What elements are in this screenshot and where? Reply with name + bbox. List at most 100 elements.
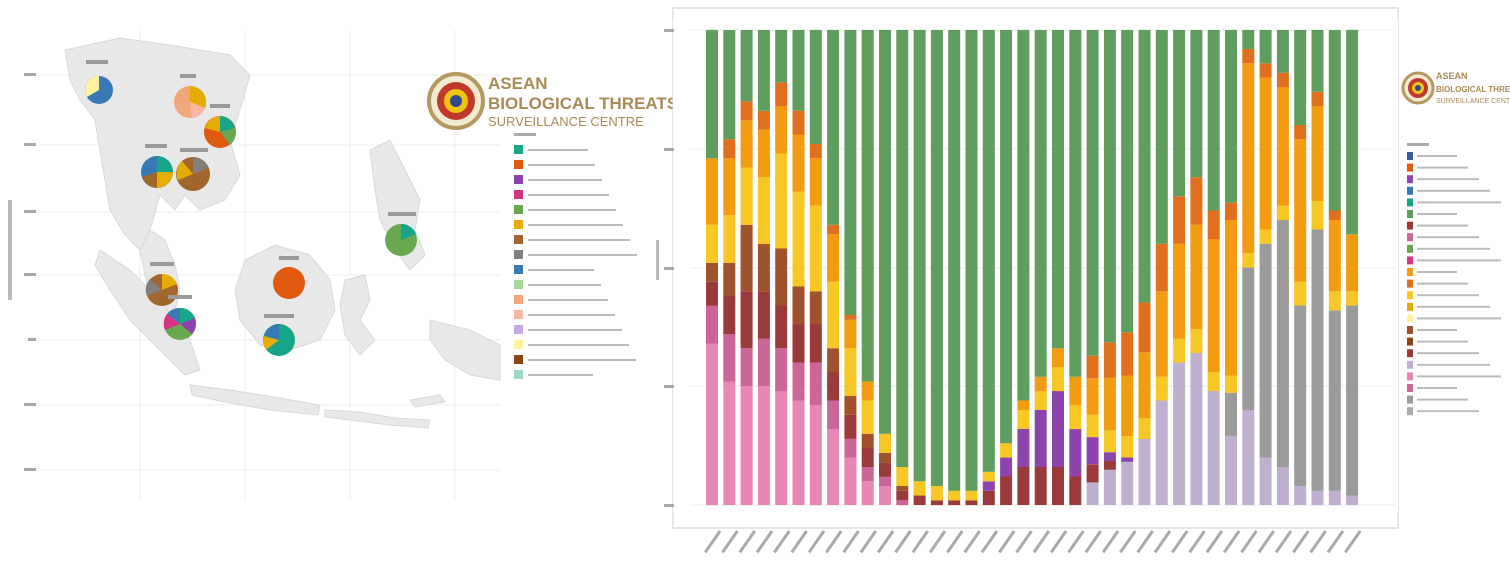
bar-segment-1-10 (723, 30, 736, 140)
bar-segment-28-7 (1190, 329, 1203, 354)
bar-segment-21-7 (1069, 405, 1082, 430)
bar-segment-27-2 (1173, 362, 1186, 505)
x-tick-label-9 (859, 530, 878, 554)
bar-segment-12-4 (913, 495, 926, 505)
bar-segment-35-9 (1311, 91, 1324, 107)
label-thailand (145, 144, 167, 148)
bar-segment-11-10 (896, 30, 909, 467)
label-myanmar (86, 60, 108, 64)
bar-segment-23-10 (1103, 30, 1116, 343)
bar-legend-label-15 (1417, 329, 1457, 331)
bar-segment-19-5 (1034, 410, 1047, 467)
x-tick-label-14 (946, 530, 964, 554)
bar-legend-swatch-12 (1407, 291, 1413, 300)
bar-segment-1-0 (723, 381, 736, 505)
bar-segment-4-10 (775, 30, 788, 83)
bar-segment-0-1 (706, 305, 718, 344)
bar-segment-5-4 (792, 324, 805, 363)
bar-segment-3-10 (757, 30, 770, 111)
bar-segment-23-4 (1103, 461, 1116, 470)
bar-legend-label-3 (1417, 189, 1490, 192)
map-legend-label-11 (528, 314, 615, 316)
map-legend-swatch-9 (514, 280, 523, 289)
bar-segment-32-3 (1259, 243, 1272, 458)
bar-segment-4-0 (775, 391, 788, 505)
bar-segment-10-7 (879, 433, 891, 453)
map-legend-title (514, 133, 536, 136)
bar-segment-11-1 (896, 500, 909, 506)
bar-segment-26-7 (1155, 376, 1168, 401)
x-tick-label-13 (928, 530, 947, 554)
map-legend-swatch-12 (514, 325, 523, 334)
bar-segment-7-8 (827, 234, 840, 282)
bar-segment-32-9 (1259, 63, 1272, 78)
bar-segment-23-8 (1103, 377, 1116, 431)
bar-legend-label-9 (1417, 259, 1501, 262)
bar-segment-4-8 (775, 106, 788, 154)
bar-segment-14-7 (948, 490, 961, 501)
bar-legend-label-11 (1417, 282, 1468, 285)
bar-legend-label-18 (1417, 363, 1490, 366)
bar-segment-6-6 (809, 291, 822, 325)
bar-legend-swatch-16 (1407, 337, 1413, 346)
x-tick-label-25 (1136, 530, 1154, 554)
bar-segment-37-7 (1346, 291, 1359, 306)
bar-segment-6-8 (809, 158, 822, 206)
bar-segment-2-10 (740, 30, 753, 102)
bar-segment-28-9 (1190, 177, 1203, 225)
bar-legend (1407, 143, 1501, 416)
bar-segment-18-5 (1017, 429, 1030, 467)
bar-segment-17-5 (1000, 457, 1013, 477)
bar-segment-1-4 (723, 296, 736, 334)
bar-segment-32-8 (1259, 77, 1272, 230)
bar-segment-3-9 (757, 110, 770, 130)
bar-segment-31-9 (1242, 49, 1255, 64)
bar-segment-33-10 (1276, 30, 1289, 73)
bar-segment-19-7 (1034, 391, 1047, 410)
x-tick-label-33 (1274, 530, 1293, 554)
bar-segment-25-2 (1138, 438, 1151, 505)
bar-segment-13-7 (930, 486, 943, 501)
x-tick-labels (703, 530, 1362, 554)
x-tick-label-28 (1188, 530, 1206, 554)
x-tick-label-31 (1240, 530, 1258, 554)
bar-legend-swatch-6 (1407, 221, 1413, 230)
bar-segment-35-7 (1311, 201, 1324, 230)
bar-segment-19-8 (1034, 376, 1047, 392)
bar-segment-3-4 (757, 291, 770, 339)
x-tick-label-27 (1171, 530, 1189, 554)
bar-segment-24-10 (1121, 30, 1134, 333)
bar-segment-17-7 (1000, 443, 1013, 458)
bar-segment-8-4 (844, 414, 857, 439)
bar-legend-swatch-19 (1407, 372, 1413, 381)
bar-segment-13-10 (930, 30, 943, 486)
bar-chart-panel (656, 7, 1399, 554)
x-tick-label-32 (1257, 530, 1275, 554)
bar-segment-35-8 (1311, 106, 1324, 201)
map-legend-swatch-7 (514, 250, 523, 259)
bar-segment-33-2 (1276, 467, 1289, 505)
pie-indonesia (263, 314, 295, 356)
bar-segment-13-4 (930, 500, 943, 506)
bar-legend-swatch-7 (1407, 233, 1413, 242)
bar-segment-9-8 (861, 381, 874, 401)
bar-segment-8-6 (844, 395, 857, 415)
bar-segment-30-10 (1225, 30, 1237, 203)
bar-segment-22-8 (1086, 378, 1099, 415)
x-tick-label-29 (1205, 530, 1224, 554)
bar-segment-36-9 (1328, 210, 1341, 220)
left-logo-line3: SURVEILLANCE CENTRE (488, 114, 644, 129)
bar-segment-35-10 (1311, 30, 1324, 92)
bar-legend-swatch-21 (1407, 395, 1413, 404)
bar-segment-18-10 (1017, 30, 1030, 401)
bar-segment-3-6 (757, 243, 770, 292)
bar-segment-36-10 (1328, 30, 1341, 211)
bar-segment-12-7 (913, 481, 926, 496)
bar-legend-swatch-20 (1407, 384, 1413, 392)
bar-segment-5-10 (792, 30, 805, 111)
x-tick-label-19 (1032, 530, 1051, 554)
bar-segment-4-7 (775, 153, 788, 249)
bar-legend-label-2 (1417, 178, 1479, 181)
bar-segment-29-9 (1207, 210, 1220, 239)
map-legend-swatch-5 (514, 220, 523, 229)
